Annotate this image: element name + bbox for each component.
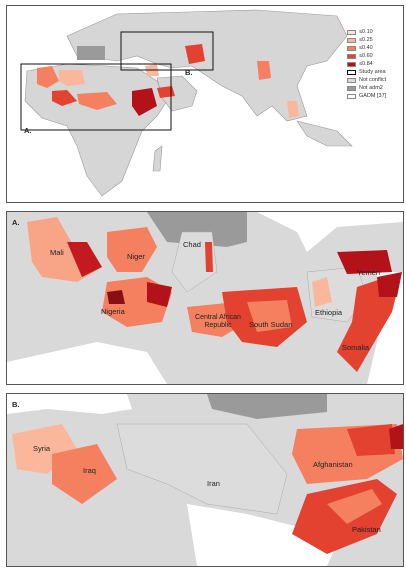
conflict-niger: [59, 70, 85, 86]
legend-label: Not adm2: [359, 85, 383, 91]
panel-a-svg: [7, 212, 403, 384]
not-adm2-central-asia: [207, 394, 327, 419]
legend-swatch: [347, 37, 356, 43]
region-afghanistan-east: [347, 424, 395, 456]
label-mali: Mali: [50, 248, 64, 257]
region-pakistan-inner: [327, 489, 382, 524]
label-niger: Niger: [127, 252, 145, 261]
legend-label: GADM [37]: [359, 93, 387, 99]
study-area-box-b: [120, 31, 214, 71]
conflict-nigeria: [52, 90, 77, 106]
label-iraq: Iraq: [83, 466, 96, 475]
legend-swatch: [347, 45, 356, 51]
label-syria: Syria: [33, 444, 51, 453]
conflict-myanmar: [257, 61, 271, 80]
label-car: Central African Republic: [195, 314, 241, 329]
legend-label: ≤0.10: [359, 29, 373, 35]
region-chad-east: [205, 242, 213, 272]
madagascar-land: [152, 145, 163, 172]
legend-item: ≤0.40: [347, 44, 403, 52]
legend-item: ≤0.84: [347, 60, 403, 68]
inset-label-b: B.: [185, 68, 193, 77]
legend-swatch: [347, 93, 356, 99]
region-yemen: [337, 250, 392, 274]
sea-red: [257, 212, 403, 252]
label-iran: Iran: [207, 479, 220, 488]
map-legend: ≤0.10 ≤0.25 ≤0.40 ≤0.60 ≤0.84 Study area…: [347, 28, 403, 100]
conflict-somalia: [132, 88, 157, 116]
legend-label: ≤0.40: [359, 45, 373, 51]
region-nigeria-north-west: [107, 290, 125, 304]
legend-label: ≤0.60: [359, 53, 373, 59]
legend-label: ≤0.25: [359, 37, 373, 43]
label-somalia: Somalia: [342, 343, 370, 352]
conflict-sudan: [77, 92, 117, 110]
region-ethiopia-west: [312, 277, 332, 307]
label-south-sudan: South Sudan: [249, 320, 293, 329]
legend-swatch: [347, 85, 356, 91]
region-iraq: [52, 444, 117, 504]
legend-swatch: [347, 77, 356, 83]
legend-item: ≤0.10: [347, 28, 403, 36]
panel-b-svg: [7, 394, 403, 566]
label-nigeria: Nigeria: [101, 307, 125, 316]
legend-item: ≤0.60: [347, 52, 403, 60]
label-pakistan: Pakistan: [352, 525, 381, 534]
panel-a-tag: A.: [12, 218, 20, 227]
label-chad: Chad: [183, 240, 201, 249]
sea-atlantic: [7, 342, 167, 384]
region-niger: [107, 227, 157, 272]
sea-gulf: [187, 504, 337, 566]
legend-item: Not conflict: [347, 76, 403, 84]
region-mali-hotspot: [67, 242, 102, 277]
panel-a-map: A. Mali Niger Chad Nigeria Central Afric…: [6, 211, 404, 385]
world-overview-map: A. B. ≤0.10 ≤0.25 ≤0.40 ≤0.60 ≤0.84 Stud…: [6, 5, 404, 203]
not-adm2-region: [77, 46, 105, 60]
sea-black-caspian: [7, 394, 132, 414]
panel-b-tag: B.: [12, 400, 20, 409]
study-area-box-a: [20, 63, 172, 131]
legend-item: Not adm2: [347, 84, 403, 92]
region-south-sudan-inner: [247, 300, 292, 332]
legend-swatch: [347, 61, 356, 67]
region-nigeria-north-east: [147, 282, 172, 307]
arabia-land: [156, 75, 198, 112]
legend-swatch: [347, 29, 356, 35]
not-adm2-libya: [147, 212, 247, 247]
label-afghanistan: Afghanistan: [313, 460, 353, 469]
region-somalia-north: [377, 272, 402, 297]
legend-swatch: [347, 69, 356, 75]
panel-b-map: B. Syria Iraq Iran Afghanistan Pakistan: [6, 393, 404, 567]
legend-swatch: [347, 53, 356, 59]
label-yemen: Yemen: [357, 268, 381, 277]
legend-label: Not conflict: [359, 77, 387, 83]
region-afghanistan-hotspot: [389, 424, 403, 449]
conflict-philippines: [287, 101, 299, 118]
conflict-yemen: [157, 86, 175, 98]
eurasia-land: [66, 9, 348, 122]
world-map-svg: [7, 6, 403, 202]
region-iran: [116, 423, 288, 515]
sea-islands-land: [296, 120, 353, 147]
legend-label: ≤0.84: [359, 61, 373, 67]
conflict-mali: [37, 66, 59, 88]
legend-item: GADM [37]: [347, 92, 403, 100]
inset-label-a: A.: [24, 126, 32, 135]
legend-label: Study area: [359, 69, 386, 75]
conflict-afghanistan: [185, 44, 205, 64]
legend-item: ≤0.25: [347, 36, 403, 44]
label-ethiopia: Ethiopia: [315, 308, 343, 317]
legend-item: Study area: [347, 68, 403, 76]
